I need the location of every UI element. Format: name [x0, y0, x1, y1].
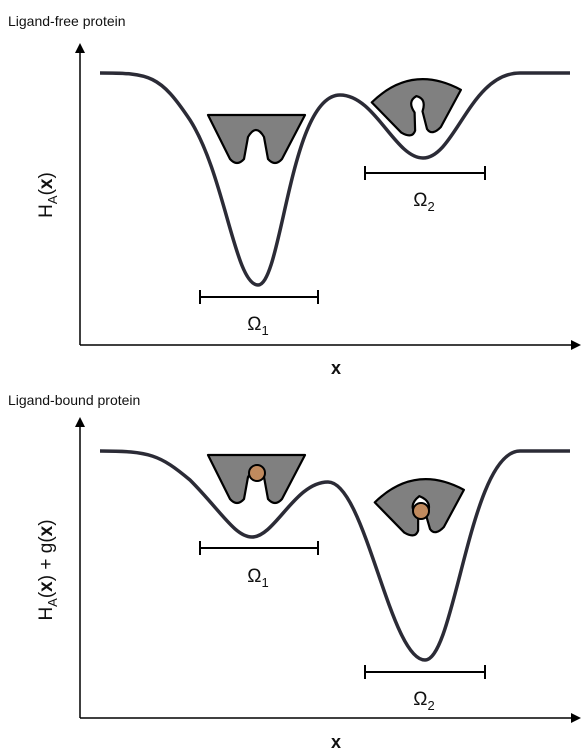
x-label: x [331, 358, 341, 378]
y-label-part: x [36, 525, 57, 536]
y-label-part: ) [36, 172, 57, 178]
y-label-part: ( [36, 591, 57, 598]
y-label-part: A [45, 598, 60, 607]
y-label-part: ) [36, 519, 57, 525]
omega-label: Ω1 [247, 566, 268, 590]
y-label: HA(x) [36, 172, 60, 218]
y-label-part: ( [36, 188, 57, 195]
x-label: x [331, 732, 341, 752]
omega-label: Ω2 [413, 190, 434, 214]
y-label-part: H [36, 607, 57, 621]
panel-title: Ligand-bound protein [8, 392, 140, 408]
y-label-part: H [36, 204, 57, 218]
protein-closed [370, 78, 462, 137]
y-label-part: ) + g( [36, 536, 57, 582]
panel-bound: Ligand-bound protein HA(x) + g(x) x Ω1 Ω… [8, 392, 581, 752]
y-label-part: A [45, 195, 60, 204]
ligand [412, 502, 430, 520]
panel-free: Ligand-free protein HA(x) x Ω1 Ω2 [8, 13, 581, 378]
omega-label: Ω2 [413, 689, 434, 713]
energy-curve [99, 71, 570, 287]
y-label-part: x [36, 581, 57, 592]
y-label-part: x [36, 178, 57, 189]
protein-open [206, 113, 307, 165]
omega-label: Ω1 [247, 314, 268, 338]
y-label: HA(x) + g(x) [36, 519, 60, 620]
panel-title: Ligand-free protein [8, 13, 126, 29]
ligand [248, 464, 266, 482]
energy-curve [99, 449, 570, 662]
